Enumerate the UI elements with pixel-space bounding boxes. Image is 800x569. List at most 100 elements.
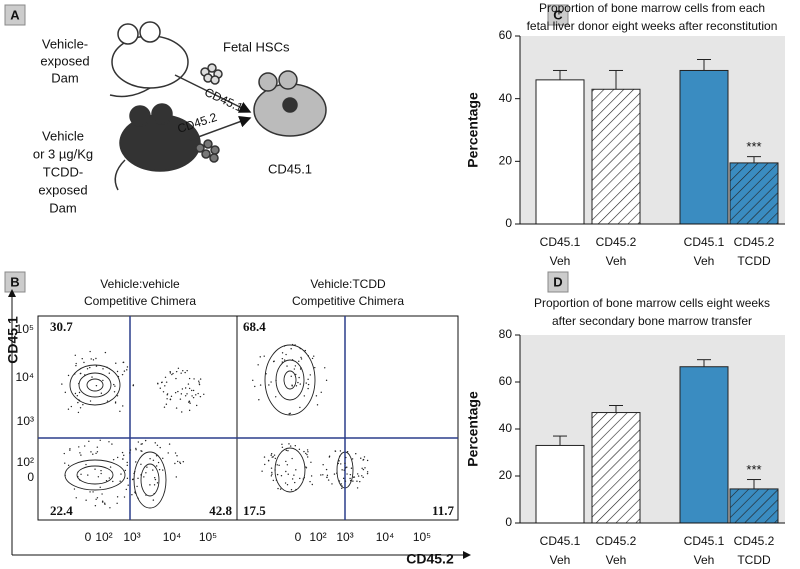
event-dot <box>281 361 283 363</box>
event-dot <box>184 387 187 389</box>
event-dot <box>305 382 307 384</box>
event-dot <box>349 477 351 480</box>
event-dot <box>366 472 369 475</box>
event-dot <box>116 456 119 459</box>
event-dot <box>298 448 301 451</box>
panel-label: A <box>10 7 20 22</box>
event-dot <box>119 410 121 413</box>
event-dot <box>156 482 159 484</box>
event-dot <box>108 441 110 443</box>
event-dot <box>134 471 136 473</box>
event-dot <box>100 472 102 475</box>
event-dot <box>104 502 106 504</box>
x-tick-label: 0 <box>85 530 92 544</box>
event-dot <box>268 384 270 386</box>
chart-title: Proportion of bone marrow cells from eac… <box>539 1 765 15</box>
bar <box>591 88 641 225</box>
event-dot <box>187 383 190 385</box>
x-tick-label: TCDD <box>737 254 771 268</box>
event-dot <box>95 498 97 500</box>
event-dot <box>306 453 308 456</box>
x-tick-label: Veh <box>550 254 571 268</box>
event-dot <box>95 357 97 360</box>
donor-label: exposed <box>40 53 89 68</box>
event-dot <box>113 391 116 393</box>
event-dot <box>78 446 80 448</box>
event-dot <box>116 395 119 397</box>
event-dot <box>155 465 158 467</box>
event-dot <box>281 446 284 448</box>
event-dot <box>325 379 328 382</box>
event-dot <box>280 475 283 477</box>
y-tick-label: 60 <box>499 374 513 388</box>
event-dot <box>140 474 142 476</box>
event-dot <box>315 395 318 397</box>
event-dot <box>295 373 297 376</box>
event-dot <box>124 469 127 472</box>
event-dot <box>341 487 343 489</box>
event-dot <box>179 398 182 400</box>
event-dot <box>285 470 287 473</box>
event-dot <box>341 469 343 471</box>
event-dot <box>89 366 91 369</box>
x-tick-label: CD45.2 <box>596 235 637 249</box>
event-dot <box>356 480 358 482</box>
event-dot <box>102 379 104 382</box>
event-dot <box>303 450 305 453</box>
event-dot <box>101 493 103 495</box>
event-dot <box>336 472 338 474</box>
event-dot <box>270 454 272 456</box>
event-dot <box>338 480 341 482</box>
event-dot <box>337 462 339 465</box>
event-dot <box>155 455 158 457</box>
y-tick-label: 20 <box>499 468 513 482</box>
event-dot <box>356 487 359 489</box>
event-dot <box>80 372 82 375</box>
event-dot <box>310 475 313 477</box>
event-dot <box>294 365 297 367</box>
event-dot <box>112 480 114 483</box>
event-dot <box>305 467 308 469</box>
event-dot <box>69 449 71 451</box>
x-tick-label: 10⁵ <box>413 530 431 544</box>
donor-label: exposed <box>38 182 87 197</box>
event-dot <box>362 468 365 471</box>
event-dot <box>117 375 120 378</box>
event-dot <box>159 446 161 449</box>
event-dot <box>199 378 202 380</box>
x-tick-label: Veh <box>694 254 715 268</box>
event-dot <box>286 365 288 367</box>
event-dot <box>88 440 90 443</box>
panel-label: D <box>553 274 562 289</box>
event-dot <box>298 360 300 362</box>
event-dot <box>276 473 279 476</box>
event-dot <box>180 372 182 374</box>
event-dot <box>326 474 329 477</box>
event-dot <box>340 483 342 485</box>
event-dot <box>152 499 155 501</box>
event-dot <box>112 458 115 461</box>
event-dot <box>364 467 366 469</box>
donor-label: Vehicle- <box>42 36 88 51</box>
event-dot <box>352 480 354 482</box>
event-dot <box>90 358 92 360</box>
panel-label-box <box>547 4 569 26</box>
event-dot <box>177 367 180 369</box>
event-dot <box>119 480 121 482</box>
event-dot <box>123 370 126 372</box>
event-dot <box>281 352 284 354</box>
event-dot <box>361 475 363 477</box>
event-dot <box>132 384 134 387</box>
event-dot <box>366 471 369 473</box>
event-dot <box>362 476 364 479</box>
event-dot <box>123 496 126 498</box>
event-dot <box>359 480 361 483</box>
x-tick-label: CD45.2 <box>596 534 637 548</box>
event-dot <box>162 469 164 471</box>
event-dot <box>188 409 191 412</box>
event-dot <box>77 401 79 404</box>
event-dot <box>92 359 95 361</box>
donor-label: or 3 µg/Kg <box>33 146 93 161</box>
event-dot <box>152 459 155 462</box>
significance: *** <box>746 139 761 154</box>
